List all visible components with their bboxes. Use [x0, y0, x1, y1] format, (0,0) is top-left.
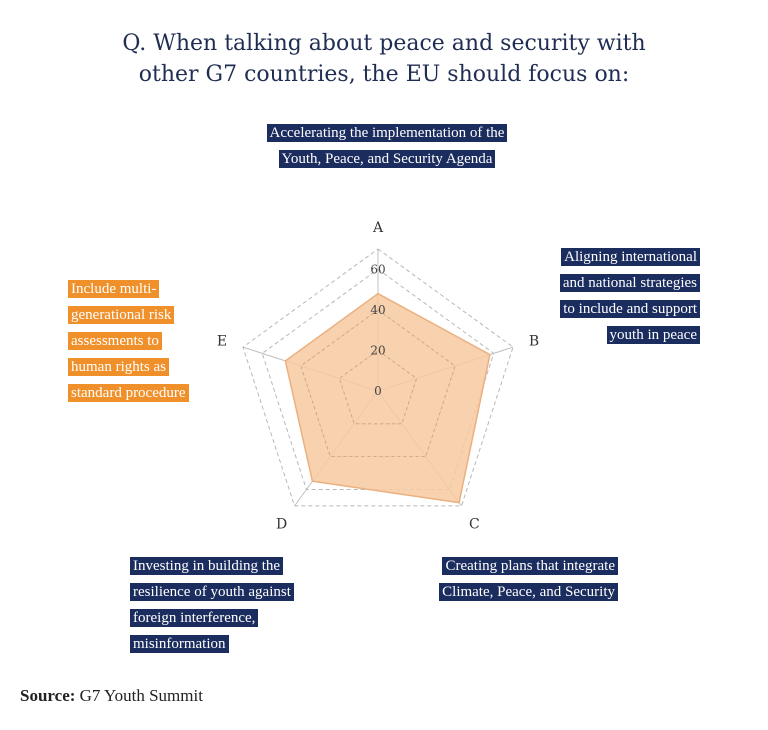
grid-ring-70 [242, 248, 514, 507]
tick-label-0: 0 [374, 384, 382, 398]
source-note: Source: G7 Youth Summit [20, 686, 203, 706]
source-text: G7 Youth Summit [79, 686, 203, 705]
tick-label-20: 20 [370, 343, 385, 357]
title-line-1: Q. When talking about peace and security… [122, 31, 646, 56]
callout-d: Investing in building the resilience of … [130, 553, 335, 657]
callout-a-text: Accelerating the implementation of the Y… [266, 124, 508, 168]
callout-b-text: Aligning international and national stra… [559, 248, 700, 344]
callout-b: Aligning international and national stra… [548, 244, 700, 348]
tick-label-60: 60 [370, 262, 385, 276]
callout-e-text: Include multi-generational risk assessme… [68, 280, 189, 402]
callout-d-text: Investing in building the resilience of … [130, 557, 294, 653]
category-label-B: B [529, 333, 539, 349]
category-label-D: D [276, 517, 287, 533]
callout-c: Creating plans that integrate Climate, P… [420, 553, 618, 605]
category-label-A: A [372, 220, 384, 236]
title-line-2: other G7 countries, the EU should focus … [138, 62, 630, 87]
tick-label-40: 40 [370, 303, 385, 317]
grid-ring-overlay-20 [338, 349, 418, 425]
callout-e: Include multi-generational risk assessme… [68, 276, 198, 406]
chart-title: Q. When talking about peace and security… [0, 28, 768, 90]
category-label-E: E [217, 333, 227, 349]
source-label: Source: [20, 686, 76, 705]
callout-c-text: Creating plans that integrate Climate, P… [439, 557, 618, 601]
data-area [284, 292, 491, 504]
callout-a: Accelerating the implementation of the Y… [262, 120, 512, 172]
grid-ring-overlay-40 [300, 309, 456, 458]
category-label-C: C [469, 517, 480, 533]
